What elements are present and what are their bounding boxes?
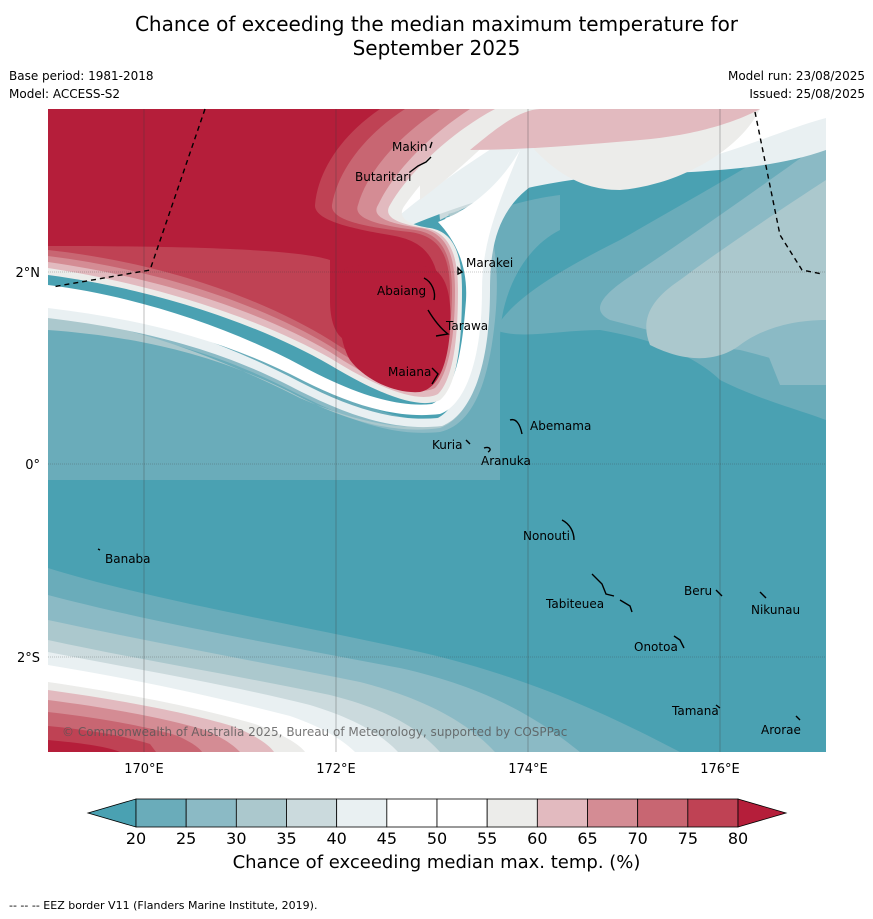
colorbar: 20 25 30 35 40 45 50 55 60 65 70 75 80 bbox=[86, 798, 788, 848]
colorbar-cell-70_75 bbox=[637, 798, 689, 828]
east-band-30-35 bbox=[646, 180, 826, 359]
island-beru bbox=[715, 589, 723, 597]
north-band-60-65 bbox=[470, 109, 760, 150]
colorbar-cell-30_35 bbox=[235, 798, 287, 828]
colorbar-cell-75_80 bbox=[687, 798, 739, 828]
island-nonouti bbox=[561, 519, 575, 541]
model-name: Model: ACCESS-S2 bbox=[9, 87, 121, 101]
colorbar-tick-35: 35 bbox=[276, 829, 296, 848]
label-onotoa: Onotoa bbox=[634, 640, 678, 654]
tongue-20-25 bbox=[48, 195, 560, 480]
label-abaiang: Abaiang bbox=[377, 284, 426, 298]
island-marakei bbox=[457, 266, 464, 276]
label-tabiteuea: Tabiteuea bbox=[545, 597, 604, 611]
colorbar-tick-60: 60 bbox=[527, 829, 547, 848]
colorbar-tick-45: 45 bbox=[377, 829, 397, 848]
probability-field bbox=[48, 109, 826, 752]
colorbar-tick-65: 65 bbox=[577, 829, 597, 848]
colorbar-cell-55_60 bbox=[486, 798, 538, 828]
colorbar-tick-80: 80 bbox=[728, 829, 748, 848]
colorbar-tick-30: 30 bbox=[226, 829, 246, 848]
colorbar-tick-40: 40 bbox=[326, 829, 346, 848]
colorbar-cell-35_40 bbox=[286, 798, 338, 828]
island-aranuka bbox=[483, 446, 491, 453]
island-arorae bbox=[795, 715, 801, 721]
lon-tick-174: 174°E bbox=[508, 762, 548, 777]
colorbar-cell-45_50 bbox=[386, 798, 438, 828]
island-tabiteuea-north bbox=[591, 573, 615, 597]
island-tabiteuea-south bbox=[619, 599, 633, 613]
island-onotoa bbox=[673, 635, 685, 649]
lon-tick-176: 176°E bbox=[700, 762, 740, 777]
east-patch-25-30 bbox=[764, 345, 826, 385]
tongue-45-55 bbox=[48, 150, 520, 416]
label-aranuka: Aranuka bbox=[481, 454, 531, 468]
island-tamana bbox=[715, 704, 721, 709]
label-arorae: Arorae bbox=[761, 723, 801, 737]
label-maiana: Maiana bbox=[388, 365, 431, 379]
lat-gridlines bbox=[48, 271, 826, 658]
island-abemama bbox=[509, 418, 523, 435]
label-tarawa: Tarawa bbox=[445, 319, 488, 333]
copyright-notice: © Commonwealth of Australia 2025, Bureau… bbox=[62, 725, 567, 739]
label-tamana: Tamana bbox=[671, 704, 719, 718]
label-nikunau: Nikunau bbox=[751, 603, 800, 617]
colorbar-extend-low bbox=[86, 798, 137, 828]
colorbar-tick-55: 55 bbox=[477, 829, 497, 848]
colorbar-tick-50: 50 bbox=[427, 829, 447, 848]
base-period: Base period: 1981-2018 bbox=[9, 69, 154, 83]
colorbar-tick-20: 20 bbox=[126, 829, 146, 848]
island-maiana bbox=[431, 367, 439, 385]
gridlines bbox=[143, 109, 721, 752]
island-tarawa bbox=[427, 309, 450, 337]
meta-left: Base period: 1981-2018 Model: ACCESS-S2 bbox=[9, 67, 154, 103]
colorbar-extend-high bbox=[737, 798, 788, 828]
eez-footnote: -- -- -- EEZ border V11 (Flanders Marine… bbox=[9, 899, 318, 912]
lat-tick-2n: 2°N bbox=[16, 266, 41, 281]
island-butaritari bbox=[409, 156, 432, 173]
island-abaiang bbox=[423, 277, 436, 301]
lat-tick-0: 0° bbox=[25, 458, 40, 473]
title-line-2: September 2025 bbox=[352, 36, 521, 60]
lon-tick-labels: 170°E 172°E 174°E 176°E bbox=[124, 762, 740, 777]
label-banaba: Banaba bbox=[105, 552, 151, 566]
tarawa-core-above-80 bbox=[338, 263, 451, 393]
label-marakei: Marakei bbox=[466, 256, 513, 270]
colorbar-cell-50_55 bbox=[436, 798, 488, 828]
colorbar-cell-60_65 bbox=[536, 798, 588, 828]
colorbar-tick-25: 25 bbox=[176, 829, 196, 848]
island-outlines bbox=[97, 141, 801, 721]
label-beru: Beru bbox=[684, 584, 712, 598]
label-makin: Makin bbox=[392, 140, 428, 154]
island-banaba bbox=[97, 548, 101, 551]
colorbar-tick-75: 75 bbox=[678, 829, 698, 848]
label-abemama: Abemama bbox=[530, 419, 591, 433]
lat-tick-2s: 2°S bbox=[17, 651, 40, 666]
lat-tick-labels: 2°N 0° 2°S bbox=[16, 266, 41, 666]
colorbar-label: Chance of exceeding median max. temp. (%… bbox=[232, 852, 641, 873]
map-title: Chance of exceeding the median maximum t… bbox=[0, 12, 873, 60]
island-makin bbox=[429, 141, 433, 149]
label-butaritari: Butaritari bbox=[355, 170, 412, 184]
place-labels: Makin Butaritari Marakei Abaiang Tarawa … bbox=[105, 140, 801, 737]
colorbar-cell-40_45 bbox=[336, 798, 388, 828]
meta-right: Model run: 23/08/2025 Issued: 25/08/2025 bbox=[728, 67, 865, 103]
label-nonouti: Nonouti bbox=[523, 529, 570, 543]
lon-tick-170: 170°E bbox=[124, 762, 164, 777]
label-kuria: Kuria bbox=[432, 438, 463, 452]
issued-date: Issued: 25/08/2025 bbox=[749, 87, 865, 101]
title-line-1: Chance of exceeding the median maximum t… bbox=[134, 12, 739, 36]
island-kuria bbox=[465, 439, 471, 445]
model-run: Model run: 23/08/2025 bbox=[727, 69, 865, 83]
colorbar-cell-20_25 bbox=[135, 798, 187, 828]
eez-border bbox=[51, 108, 823, 288]
lon-tick-172: 172°E bbox=[316, 762, 356, 777]
colorbar-tick-70: 70 bbox=[627, 829, 647, 848]
colorbar-cell-65_70 bbox=[587, 798, 639, 828]
island-nikunau bbox=[759, 591, 767, 599]
colorbar-cell-25_30 bbox=[185, 798, 237, 828]
south-band-above-80 bbox=[48, 740, 120, 752]
